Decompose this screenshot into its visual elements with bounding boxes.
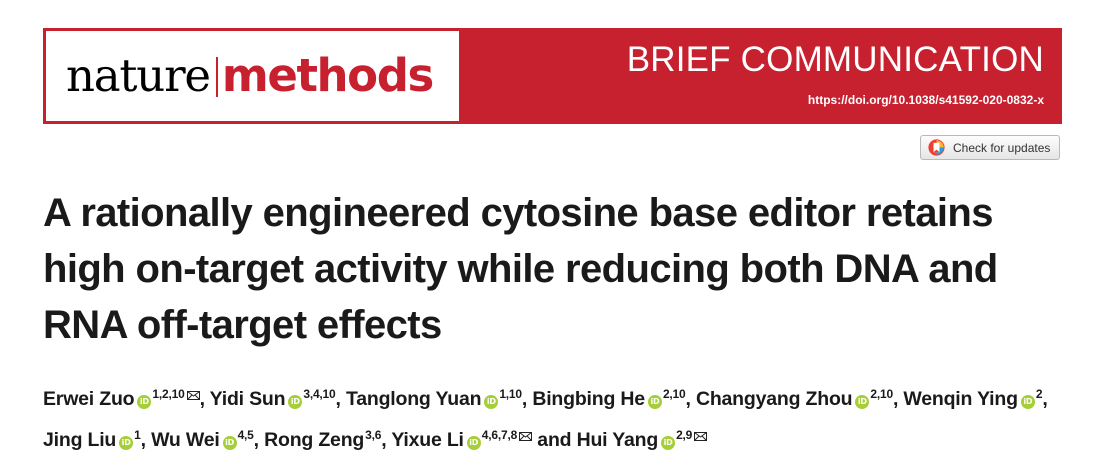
orcid-icon[interactable]: iD: [855, 395, 870, 409]
author-separator: and: [532, 429, 577, 451]
author-affiliation: 4,5: [237, 428, 254, 442]
author: Tanglong Yuan iD1,10: [345, 387, 522, 410]
author-name[interactable]: Jing Liu: [43, 429, 117, 451]
orcid-icon[interactable]: iD: [119, 436, 134, 450]
check-for-updates-button[interactable]: Check for updates: [920, 135, 1060, 160]
check-for-updates-label: Check for updates: [953, 140, 1051, 155]
author: Yidi Sun iD3,4,10: [209, 387, 336, 410]
orcid-icon[interactable]: iD: [661, 436, 676, 450]
journal-logo[interactable]: nature methods: [66, 47, 434, 105]
journal-logo-methods: methods: [221, 49, 434, 102]
author-affiliation: 1,10: [499, 387, 522, 401]
author: Bingbing He iD2,10: [532, 387, 686, 410]
author-affiliation: 2,9: [676, 428, 693, 442]
author-list: Erwei Zuo iD1,2,10, Yidi Sun iD3,4,10, Tan…: [43, 376, 1083, 458]
author: Hui Yang iD2,9: [576, 428, 708, 451]
author-name[interactable]: Rong Zeng: [264, 429, 365, 451]
journal-logo-divider: [215, 57, 218, 97]
article-title: A rationally engineered cytosine base ed…: [43, 191, 998, 347]
orcid-icon[interactable]: iD: [288, 395, 303, 409]
author-name[interactable]: Erwei Zuo: [43, 388, 135, 410]
author-separator: ,: [253, 429, 265, 451]
author: Rong Zeng3,6: [264, 428, 382, 451]
author-name[interactable]: Hui Yang: [576, 429, 659, 451]
author-separator: ,: [381, 429, 392, 451]
mail-icon[interactable]: [186, 391, 200, 400]
author-separator: ,: [1042, 388, 1048, 410]
author-separator: ,: [892, 388, 904, 410]
author-separator: ,: [685, 388, 696, 410]
author: Changyang Zhou iD2,10: [695, 387, 893, 410]
author: Wu Wei iD4,5: [151, 428, 254, 451]
author: Wenqin Ying iD2: [903, 387, 1043, 410]
author-separator: ,: [521, 388, 533, 410]
author-affiliation: 3,4,10: [303, 387, 336, 401]
journal-logo-box: nature methods: [46, 31, 459, 121]
author-separator: ,: [140, 429, 152, 451]
author-separator: ,: [199, 388, 210, 410]
author: Erwei Zuo iD1,2,10: [43, 387, 200, 410]
article-type-label: BRIEF COMMUNICATION: [626, 40, 1044, 79]
author-affiliation: 1: [134, 428, 141, 442]
author-name[interactable]: Yidi Sun: [209, 388, 286, 410]
author-name[interactable]: Bingbing He: [532, 388, 645, 410]
author-affiliation: 4,6,7,8: [481, 428, 518, 442]
author-name[interactable]: Tanglong Yuan: [345, 388, 482, 410]
author-name[interactable]: Wenqin Ying: [903, 388, 1018, 410]
orcid-icon[interactable]: iD: [484, 395, 499, 409]
orcid-icon[interactable]: iD: [466, 436, 481, 450]
author-separator: ,: [335, 388, 346, 410]
orcid-icon[interactable]: iD: [137, 395, 152, 409]
mail-icon[interactable]: [519, 432, 533, 441]
orcid-icon[interactable]: iD: [222, 436, 237, 450]
author-affiliation: 2,10: [870, 387, 893, 401]
mail-icon[interactable]: [694, 432, 708, 441]
orcid-icon[interactable]: iD: [1020, 395, 1035, 409]
crossmark-icon: [928, 139, 945, 156]
author-name[interactable]: Wu Wei: [151, 429, 220, 451]
journal-banner: nature methods BRIEF COMMUNICATION https:…: [43, 28, 1062, 124]
journal-logo-nature: nature: [66, 49, 211, 102]
author-name[interactable]: Changyang Zhou: [695, 388, 853, 410]
author-affiliation: 2: [1035, 387, 1043, 401]
orcid-icon[interactable]: iD: [647, 395, 662, 409]
author: Jing Liu iD1: [43, 428, 141, 451]
doi-link[interactable]: https://doi.org/10.1038/s41592-020-0832-…: [807, 93, 1044, 107]
author: Yixue Li iD4,6,7,8: [391, 428, 533, 451]
author-affiliation: 2,10: [662, 387, 686, 401]
author-name[interactable]: Yixue Li: [391, 429, 464, 451]
author-affiliation: 1,2,10: [152, 387, 185, 401]
author-affiliation: 3,6: [365, 428, 382, 442]
